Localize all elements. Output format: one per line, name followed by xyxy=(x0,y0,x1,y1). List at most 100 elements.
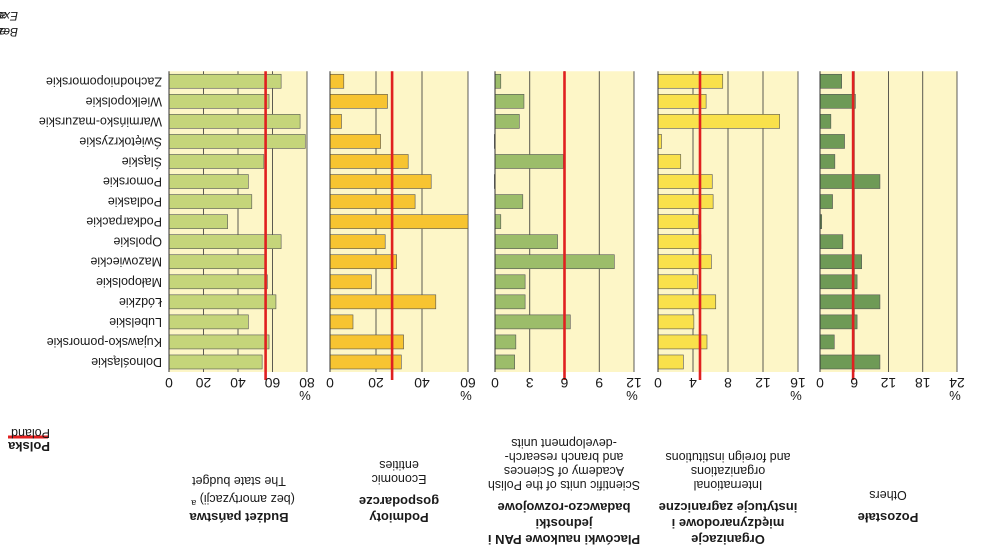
bar xyxy=(819,154,836,169)
bar xyxy=(657,134,662,149)
tick-label: 3 xyxy=(526,375,534,391)
legend-label-en: Poland xyxy=(11,426,50,440)
panel-economic: 0 20 40 60% Podmiotygospodarcze Economicentit… xyxy=(326,71,476,525)
tick-label: 18 xyxy=(915,375,931,391)
bar xyxy=(657,294,717,310)
bar xyxy=(329,314,354,330)
footnote-marker: a xyxy=(0,9,6,23)
panel-title-text: Placówki naukowe PAN ijednostkibadawczo-… xyxy=(488,500,640,547)
footnote-en: Excluding depreciation of fixed assets. xyxy=(0,9,18,23)
panel-title-text: Pozostałe xyxy=(858,510,919,525)
panel-english-label: Scientific units of the Polish xyxy=(488,478,640,492)
panel-title-text: Organizacjemiędzynarodowe iinstytucje za… xyxy=(659,500,798,547)
category-label: Łódzkie xyxy=(119,295,162,309)
title-line: badawczo-rozwojowe xyxy=(498,500,631,515)
unit-label: % xyxy=(949,388,961,403)
category-label: Małopolskie xyxy=(96,275,162,289)
bar xyxy=(168,334,270,350)
category-label: Opolskie xyxy=(113,235,162,249)
category-label: Świętokrzyskie xyxy=(79,134,162,149)
bar xyxy=(819,94,856,109)
bar xyxy=(168,154,265,169)
bar xyxy=(168,214,228,229)
bar xyxy=(819,114,832,129)
bar xyxy=(168,274,268,290)
tick-label: 0 xyxy=(491,375,499,391)
bar xyxy=(168,354,263,370)
bar xyxy=(494,354,515,370)
bar xyxy=(329,194,416,209)
bar xyxy=(819,194,833,209)
title-line: Budżet państwa xyxy=(189,510,289,525)
title-line: Placówki naukowe PAN i xyxy=(488,532,640,547)
bar xyxy=(819,134,845,149)
bar xyxy=(494,334,517,350)
tick-label: 8 xyxy=(724,375,732,391)
bar xyxy=(657,234,702,249)
bar xyxy=(657,114,780,129)
title-line: instytucje zagraniczne xyxy=(659,500,798,515)
tick-label: 12 xyxy=(881,375,897,391)
category-label: Kujawsko-pomorskie xyxy=(47,335,162,349)
panel-title-text: Budżet państwa xyxy=(189,510,289,525)
tick-label: 20 xyxy=(368,375,384,391)
bar xyxy=(329,354,402,370)
panel-english-label: International xyxy=(694,478,763,492)
tick-label: 0 xyxy=(816,375,824,391)
tick-label: 60 xyxy=(460,375,476,391)
tick-label: 20 xyxy=(196,375,212,391)
bar xyxy=(494,254,615,270)
tick-label: 0 xyxy=(165,375,173,391)
tick-label: 40 xyxy=(230,375,246,391)
footnote-marker: a xyxy=(0,25,6,39)
tick-label: 16 xyxy=(790,375,806,391)
panel-english-label: Academy of Sciences xyxy=(504,464,624,478)
bar xyxy=(168,254,266,270)
bar xyxy=(657,354,684,370)
bar xyxy=(657,274,698,290)
panel-english-label: and foreign institutions xyxy=(665,450,790,464)
panel-others: 0 6 12 18 24% Pozostałe Others xyxy=(816,71,965,525)
bar xyxy=(168,194,253,209)
category-label: Wielkopolskie xyxy=(86,94,162,108)
bar xyxy=(657,154,682,169)
title-line: jednostki xyxy=(535,516,593,531)
bar xyxy=(819,354,881,370)
panel-title: Organizacjemiędzynarodowe iinstytucje za… xyxy=(659,500,798,547)
unit-label: % xyxy=(299,388,311,403)
category-label: Podlaskie xyxy=(108,195,162,209)
category-label: Mazowieckie xyxy=(90,255,162,269)
title-line: międzynarodowe i xyxy=(672,516,785,531)
bar xyxy=(494,73,502,89)
bar xyxy=(329,274,372,290)
bar xyxy=(819,294,881,310)
panel-title: Podmiotygospodarcze xyxy=(359,494,439,525)
bar xyxy=(657,194,714,209)
bar xyxy=(329,134,381,149)
bar xyxy=(657,73,724,89)
bar xyxy=(494,234,558,249)
bar xyxy=(494,94,525,109)
unit-label: % xyxy=(460,388,472,403)
category-label: Śląskie xyxy=(122,154,162,169)
tick-label: 24 xyxy=(949,375,965,391)
panel-english-label: Economic xyxy=(372,472,427,486)
panel-english-label: entities xyxy=(379,458,419,472)
footnote-marker: a xyxy=(191,498,196,508)
tick-label: 0 xyxy=(326,375,334,391)
bar xyxy=(657,314,695,330)
bar xyxy=(819,234,844,249)
title-line: gospodarcze xyxy=(359,494,439,509)
bar xyxy=(657,174,713,189)
panel-english-label: organizations xyxy=(691,464,765,478)
bar xyxy=(329,254,398,270)
unit-label: % xyxy=(626,388,638,403)
tick-label: 60 xyxy=(265,375,281,391)
category-label: Zachodniopomorskie xyxy=(46,74,162,88)
bar xyxy=(329,154,409,169)
bar xyxy=(494,314,571,330)
footnotes: aBez amortyzacji środków trwałych.aExclu… xyxy=(0,9,18,39)
